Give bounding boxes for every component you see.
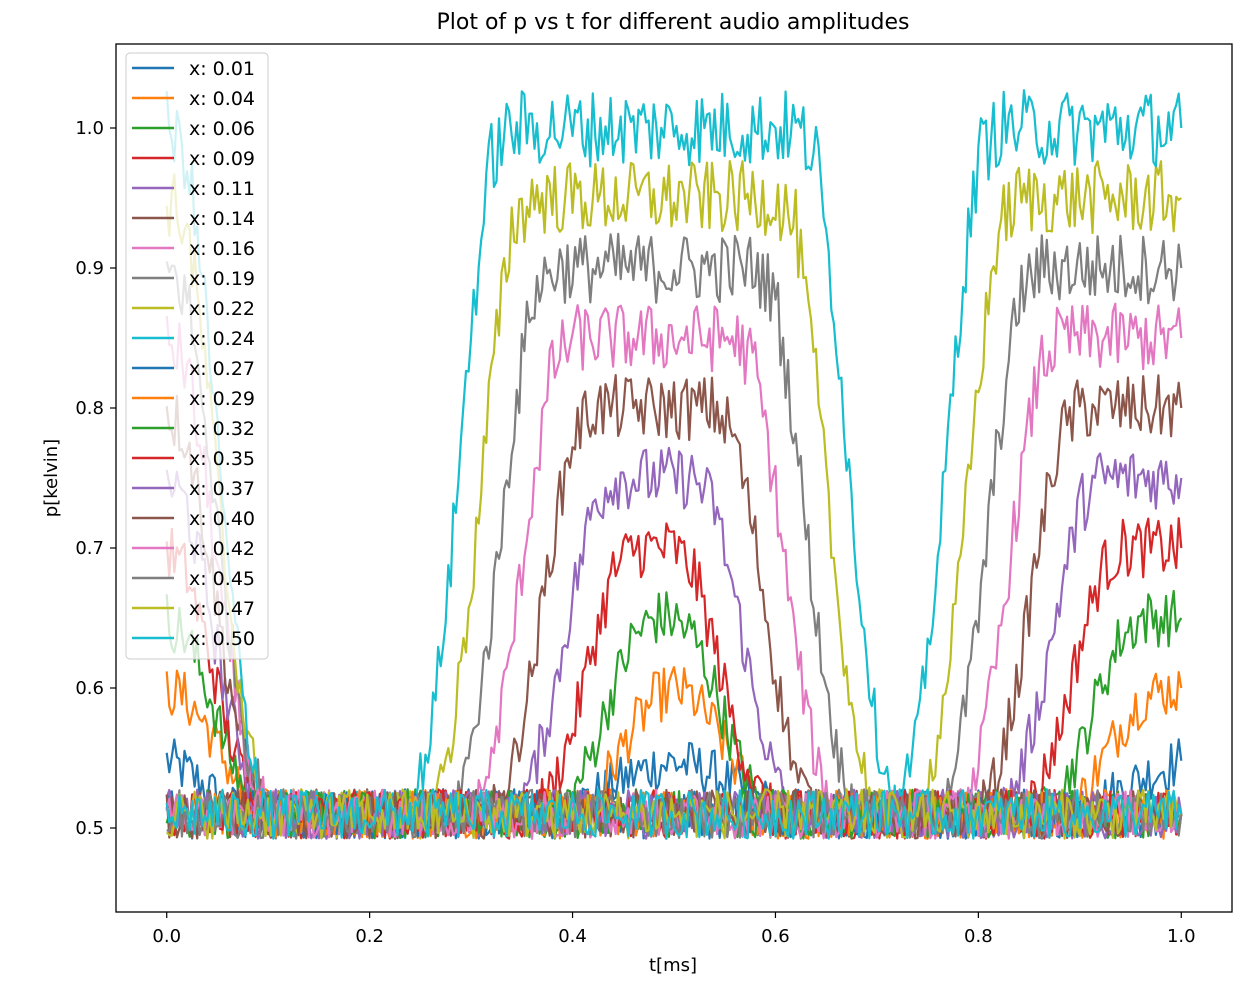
x-axis-ticks: 0.0 0.2 0.4 0.6 0.8 1.0 — [152, 912, 1196, 947]
x-tick-label: 1.0 — [1167, 926, 1196, 947]
legend-label: x: 0.09 — [189, 148, 255, 170]
x-tick-label: 0.4 — [558, 926, 587, 947]
legend-label: x: 0.14 — [189, 208, 255, 230]
y-tick-label: 0.8 — [75, 398, 104, 419]
legend-items: x: 0.01 x: 0.04 x: 0.06 x: 0.09 x: 0.11 x: 0.… — [132, 58, 255, 650]
legend-label: x: 0.22 — [189, 298, 255, 320]
legend-box — [125, 52, 269, 660]
y-axis-label: p[kelvin] — [41, 439, 62, 517]
legend-label: x: 0.37 — [189, 478, 255, 500]
y-axis-ticks: 0.5 0.6 0.7 0.8 0.9 1.0 — [75, 118, 116, 839]
series-group — [165, 89, 1183, 840]
legend-label: x: 0.16 — [189, 238, 255, 260]
legend: x: 0.01 x: 0.04 x: 0.06 x: 0.09 x: 0.11 x: 0.… — [125, 52, 269, 660]
legend-label: x: 0.40 — [189, 508, 255, 530]
legend-label: x: 0.01 — [189, 58, 255, 80]
x-axis-label: t[ms] — [649, 955, 697, 976]
legend-label: x: 0.32 — [189, 418, 255, 440]
y-tick-label: 1.0 — [75, 118, 104, 139]
legend-label: x: 0.27 — [189, 358, 255, 380]
legend-label: x: 0.24 — [189, 328, 255, 350]
x-tick-label: 0.6 — [761, 926, 790, 947]
y-tick-label: 0.6 — [75, 678, 104, 699]
legend-label: x: 0.19 — [189, 268, 255, 290]
series-line-19 — [165, 788, 1182, 840]
chart-title: Plot of p vs t for different audio ampli… — [437, 10, 910, 35]
plot-frame — [115, 43, 1233, 913]
series-line-20 — [165, 788, 1183, 840]
legend-label: x: 0.47 — [189, 598, 255, 620]
legend-label: x: 0.04 — [189, 88, 255, 110]
x-tick-label: 0.0 — [152, 926, 181, 947]
legend-label: x: 0.50 — [189, 628, 255, 650]
legend-label: x: 0.42 — [189, 538, 255, 560]
legend-label: x: 0.06 — [189, 118, 255, 140]
x-tick-label: 0.2 — [355, 926, 384, 947]
y-tick-label: 0.9 — [75, 258, 104, 279]
x-tick-label: 0.8 — [964, 926, 993, 947]
y-tick-label: 0.5 — [75, 818, 104, 839]
legend-label: x: 0.11 — [189, 178, 255, 200]
legend-label: x: 0.29 — [189, 388, 255, 410]
legend-label: x: 0.45 — [189, 568, 255, 590]
legend-label: x: 0.35 — [189, 448, 255, 470]
y-tick-label: 0.7 — [75, 538, 104, 559]
